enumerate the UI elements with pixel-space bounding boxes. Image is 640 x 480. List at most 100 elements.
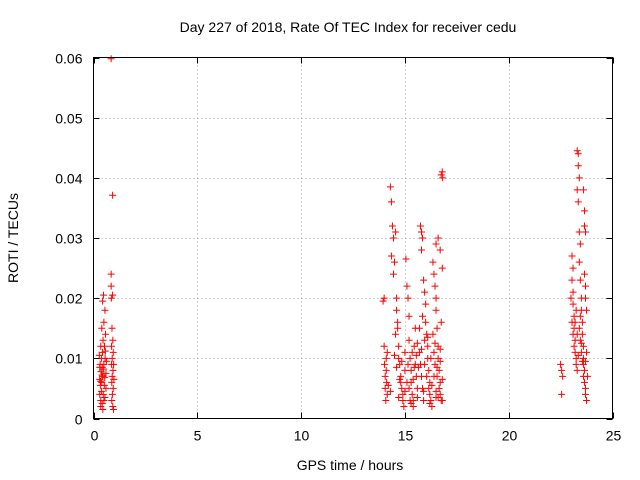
data-point — [415, 324, 423, 332]
data-point — [97, 387, 105, 395]
data-point — [387, 198, 395, 206]
data-point — [434, 234, 442, 242]
data-point — [437, 171, 445, 179]
data-point — [108, 396, 116, 404]
data-point — [401, 348, 409, 356]
data-point — [419, 384, 427, 392]
data-point — [579, 186, 587, 194]
data-point — [109, 348, 117, 356]
data-point — [421, 288, 429, 296]
y-tick-label: 0.03 — [55, 231, 82, 247]
data-point — [432, 393, 440, 401]
data-point — [412, 351, 420, 359]
data-point — [107, 55, 115, 63]
data-point — [580, 366, 588, 374]
data-point — [416, 222, 424, 230]
data-point — [429, 258, 437, 266]
data-point — [99, 336, 107, 344]
data-point — [389, 234, 397, 242]
grid-lines — [93, 57, 613, 419]
data-point — [436, 345, 444, 353]
data-point — [557, 360, 565, 368]
data-point — [438, 168, 446, 176]
data-point — [575, 324, 583, 332]
data-point — [569, 330, 577, 338]
data-point — [418, 345, 426, 353]
data-point — [438, 396, 446, 404]
plot-frame — [93, 57, 613, 419]
data-point — [381, 372, 389, 380]
data-point — [558, 390, 566, 398]
data-point — [109, 405, 117, 413]
data-point — [101, 347, 109, 355]
data-point — [582, 390, 590, 398]
data-point — [425, 366, 433, 374]
data-point — [580, 270, 588, 278]
data-point — [386, 183, 394, 191]
data-point — [391, 351, 399, 359]
data-point — [576, 312, 584, 320]
data-point — [407, 399, 415, 407]
data-point — [101, 342, 109, 350]
data-point — [413, 339, 421, 347]
data-point — [395, 393, 403, 401]
data-point — [382, 354, 390, 362]
data-point — [394, 324, 402, 332]
data-point — [99, 297, 107, 305]
data-point — [575, 258, 583, 266]
data-point — [403, 282, 411, 290]
data-point — [439, 174, 447, 182]
data-point — [398, 384, 406, 392]
data-point — [424, 342, 432, 350]
data-point — [576, 240, 584, 248]
data-point — [568, 276, 576, 284]
data-point — [430, 270, 438, 278]
data-point — [558, 366, 566, 374]
data-point — [101, 374, 109, 382]
data-point — [397, 372, 405, 380]
data-point — [108, 354, 116, 362]
data-point — [429, 330, 437, 338]
data-point — [419, 312, 427, 320]
data-point — [101, 306, 109, 314]
data-point — [108, 342, 116, 350]
data-point — [575, 174, 583, 182]
data-point — [571, 348, 579, 356]
data-point — [383, 348, 391, 356]
data-point — [432, 387, 440, 395]
data-point — [102, 357, 110, 365]
data-point — [430, 372, 438, 380]
data-point — [99, 405, 107, 413]
y-tick-label: 0 — [75, 412, 83, 428]
y-axis-label: ROTI / TECUs — [5, 193, 21, 283]
data-point — [381, 360, 389, 368]
data-point — [381, 384, 389, 392]
data-point — [100, 396, 108, 404]
data-point — [382, 366, 390, 374]
data-point — [109, 336, 117, 344]
data-point — [578, 330, 586, 338]
data-point — [109, 191, 117, 199]
data-point — [569, 300, 577, 308]
data-point — [383, 378, 391, 386]
data-point — [582, 282, 590, 290]
data-point — [102, 384, 110, 392]
data-point — [386, 387, 394, 395]
data-point — [395, 354, 403, 362]
data-point — [380, 342, 388, 350]
data-point — [420, 276, 428, 284]
data-point — [418, 228, 426, 236]
data-point — [422, 300, 430, 308]
data-point — [573, 147, 581, 155]
data-point — [423, 372, 431, 380]
data-point — [99, 291, 107, 299]
data-point — [98, 324, 106, 332]
data-point — [95, 351, 103, 359]
y-tick-label: 0.02 — [55, 291, 82, 307]
data-point — [583, 306, 591, 314]
data-point — [433, 324, 441, 332]
data-point — [431, 339, 439, 347]
data-points — [95, 55, 592, 413]
data-point — [428, 381, 436, 389]
data-point — [576, 276, 584, 284]
